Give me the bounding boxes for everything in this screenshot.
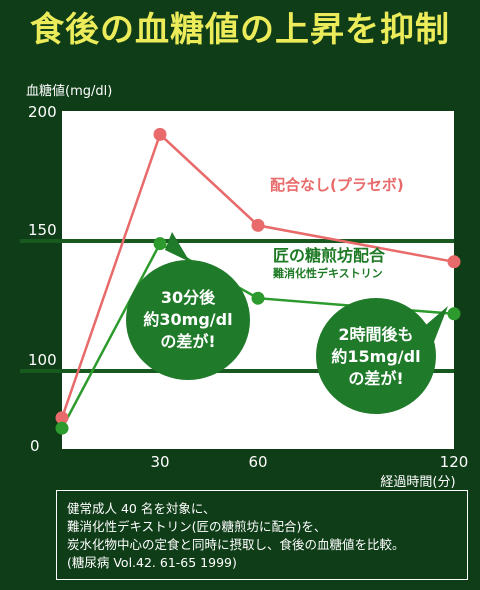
y-tick-200: 200: [28, 103, 57, 121]
x-axis-label: 経過時間(分): [380, 475, 455, 490]
point-s1-30: [153, 237, 167, 251]
callout-120min-line-3: の差が!: [348, 369, 404, 388]
point-s1-120: [447, 307, 461, 321]
series-line-0: [60, 132, 455, 419]
point-s0-120: [447, 255, 461, 269]
note-line-4: (糖尿病 Vol.42. 61-65 1999): [67, 555, 237, 570]
point-s1-0: [55, 421, 69, 435]
x-tick-30: 30: [150, 453, 169, 471]
y-tick-100: 100: [28, 351, 57, 369]
note-line-3: 炭水化物中心の定食と同時に摂取し、食後の血糖値を比較。: [67, 537, 405, 552]
point-s1-60: [251, 291, 265, 305]
x-tick-120: 120: [440, 453, 469, 471]
callout-30min-line-3: の差が!: [160, 332, 216, 351]
callout-30min-line-1: 30分後: [160, 288, 216, 307]
note-line-2: 難消化性デキストリン(匠の糖煎坊に配合)を、: [67, 519, 327, 534]
study-note-box: 健常成人 40 名を対象に、 難消化性デキストリン(匠の糖煎坊に配合)を、 炭水…: [56, 490, 468, 580]
point-s0-30: [153, 127, 167, 141]
callout-120min-bubble: [316, 298, 436, 414]
legend-product-sub: 難消化性デキストリン: [273, 266, 383, 280]
callout-120min-line-2: 約15mg/dl: [331, 347, 421, 366]
point-s0-60: [251, 218, 265, 232]
callout-30min-bubble: [126, 260, 250, 380]
callout-30min-text: 30分後 約30mg/dl の差が!: [128, 287, 248, 353]
note-line-1: 健常成人 40 名を対象に、: [67, 501, 216, 516]
point-s0-0: [55, 411, 69, 425]
callout-30min-line-2: 約30mg/dl: [143, 310, 233, 329]
callout-120min-text: 2時間後も 約15mg/dl の差が!: [316, 324, 436, 390]
y-tick-0: 0: [30, 437, 40, 455]
callout-30min-tail: [165, 232, 190, 262]
legend-placebo: 配合なし(プラセボ): [270, 176, 404, 194]
callout-120min-line-1: 2時間後も: [338, 325, 414, 344]
y-tick-150: 150: [28, 221, 57, 239]
legend-product: 匠の糖煎坊配合: [273, 246, 386, 265]
x-tick-60: 60: [248, 453, 267, 471]
page-title: 食後の血糖値の上昇を抑制: [30, 10, 450, 50]
y-axis-label: 血糖値(mg/dl): [26, 84, 113, 99]
blood-sugar-chart: 100 150 200 0 30 60 120 経過時間(分) 配合なし(プラセボ) 匠の糖…: [20, 103, 469, 490]
